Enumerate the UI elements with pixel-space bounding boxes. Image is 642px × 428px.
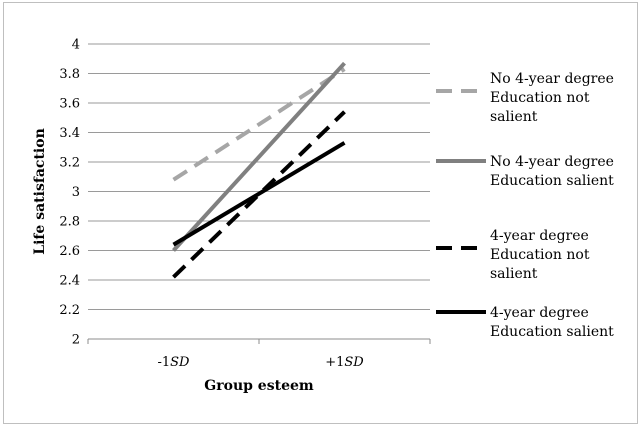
legend: No 4-year degree Education not salient No 4… (436, 71, 614, 340)
data-series (172, 61, 346, 279)
x-axis: -1SD +1SD (87, 338, 431, 370)
chart-frame (3, 2, 638, 424)
y-axis-title: Life satisfaction (32, 128, 48, 255)
y-tick-label: 3.8 (59, 67, 80, 82)
x-axis-title: Group esteem (204, 378, 314, 394)
y-tick-label: 2.2 (59, 303, 80, 318)
series-line (172, 61, 346, 252)
series-line (172, 141, 346, 247)
series-line (172, 67, 346, 182)
y-tick-label: 3.4 (59, 126, 80, 141)
legend-entry: 4-year degree Education not salient (490, 228, 590, 282)
y-tick-label: 2.6 (59, 244, 80, 259)
y-tick-label: 3 (72, 185, 80, 200)
legend-entry: No 4-year degree Education salient (490, 154, 614, 189)
y-tick-label: 3.6 (59, 97, 80, 112)
y-axis-tick-labels: 2 2.2 2.4 2.6 2.8 3 3.2 3.4 3.6 3.8 4 (59, 38, 80, 348)
x-tick-label: +1SD (325, 355, 364, 370)
x-tick-label: -1SD (157, 355, 190, 370)
legend-entry: 4-year degree Education salient (490, 305, 614, 340)
y-tick-label: 2.8 (59, 215, 80, 230)
legend-entry: No 4-year degree Education not salient (490, 71, 614, 125)
y-tick-label: 2 (72, 333, 80, 348)
y-tick-label: 3.2 (59, 156, 80, 171)
series-line (172, 110, 346, 279)
y-tick-label: 4 (72, 38, 80, 53)
y-tick-label: 2.4 (59, 274, 80, 289)
